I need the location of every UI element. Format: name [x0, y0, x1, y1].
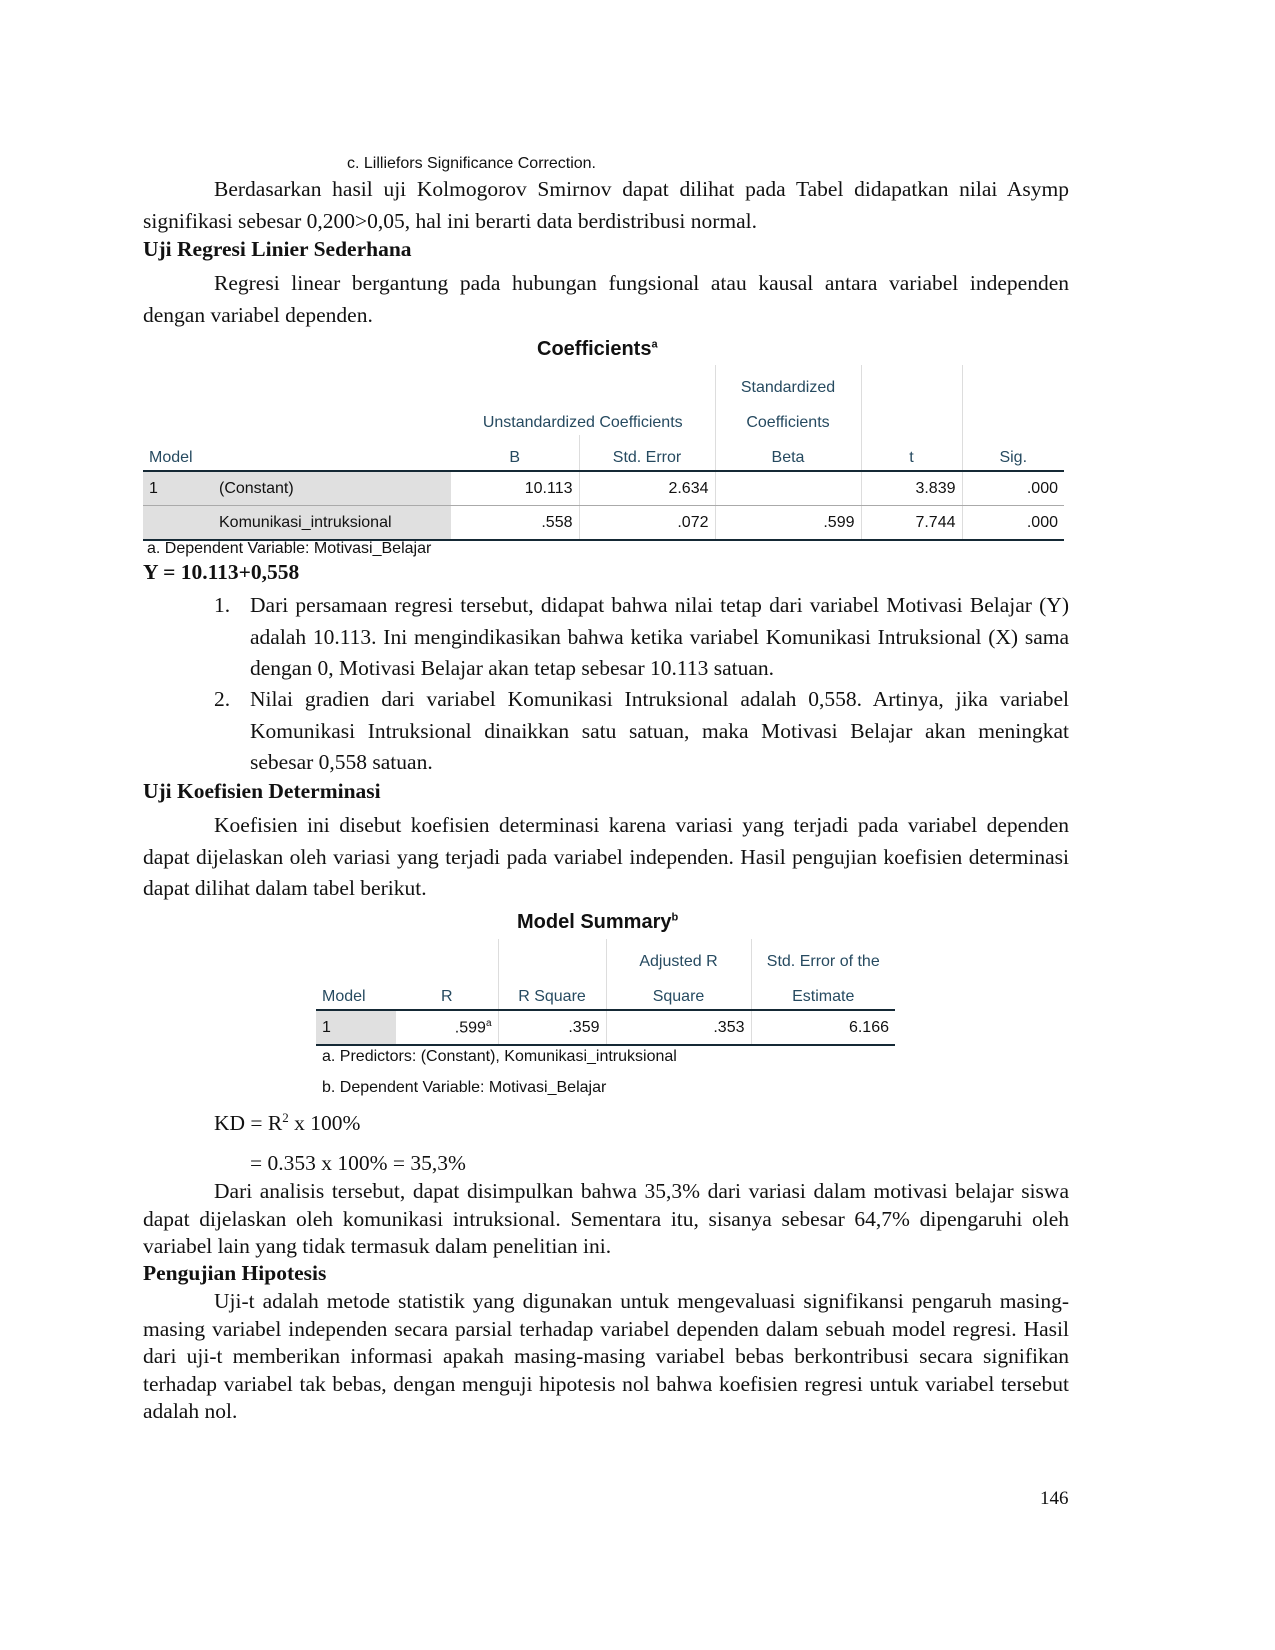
cell-model [143, 505, 213, 541]
page-number: 146 [1040, 1488, 1069, 1509]
regression-equation: Y = 10.113+0,558 [143, 560, 300, 584]
list-text: Nilai gradien dari variabel Komunikasi I… [250, 687, 1069, 774]
cell-model: 1 [316, 1010, 396, 1046]
coefficients-title: Coefficientsa [537, 338, 658, 361]
kd-formula-post: x 100% [288, 1111, 361, 1136]
paragraph-conclusion: Dari analisis tersebut, dapat disimpulka… [143, 1179, 1069, 1258]
header-estimate: Estimate [750, 974, 895, 1011]
list-item: 2. Nilai gradien dari variabel Komunikasi… [214, 684, 1069, 779]
summary-footnote-b: b. Dependent Variable: Motivasi_Belajar [322, 1079, 607, 1096]
coefficients-title-text: Coefficients [537, 338, 652, 360]
header-unstandardized: Unstandardized Coefficients [482, 414, 683, 431]
cell-r-sup: a [485, 1017, 492, 1029]
paragraph-regresi: Regresi linear bergantung pada hubungan … [143, 271, 1069, 327]
paragraph-kolmogorov: Berdasarkan hasil uji Kolmogorov Smirnov… [143, 177, 1069, 233]
cell-std-error: 6.166 [750, 1010, 895, 1046]
cell-name: Komunikasi_intruksional [213, 505, 451, 541]
model-summary-title-text: Model Summary [517, 911, 672, 933]
cell-r-value: .599 [454, 1019, 486, 1037]
table-row: 1 .599a .359 .353 6.166 [316, 1010, 895, 1046]
list-item: 1. Dari persamaan regresi tersebut, didap… [214, 590, 1069, 685]
header-model: Model [316, 974, 396, 1011]
table-row: 1 (Constant) 10.113 2.634 3.839 .000 [143, 471, 1064, 506]
heading-regresi: Uji Regresi Linier Sederhana [143, 237, 412, 261]
cell-r-square: .359 [497, 1010, 606, 1046]
cell-sig: .000 [961, 471, 1064, 506]
kd-formula-pre: KD = R [214, 1111, 283, 1136]
cell-name: (Constant) [213, 471, 451, 506]
coefficients-footnote: a. Dependent Variable: Motivasi_Belajar [147, 540, 432, 557]
header-model: Model [143, 435, 451, 472]
header-sig: Sig. [961, 435, 1064, 472]
summary-footnote-a: a. Predictors: (Constant), Komunikasi_in… [322, 1048, 677, 1065]
header-t: t [860, 435, 962, 472]
coefficients-title-sup: a [651, 338, 658, 351]
cell-se: .072 [578, 505, 715, 541]
cell-beta [714, 471, 861, 506]
kd-result: = 0.353 x 100% = 35,3% [250, 1151, 466, 1175]
header-adjusted: Adjusted R [605, 939, 751, 974]
heading-hipotesis: Pengujian Hipotesis [143, 1261, 327, 1285]
header-beta: Beta [714, 435, 861, 472]
header-b: B [451, 435, 579, 472]
list-number: 2. [214, 687, 231, 711]
kd-formula: KD = R2 x 100% [214, 1110, 360, 1136]
list-number: 1. [214, 593, 231, 617]
kd-formula-sup: 2 [282, 1110, 289, 1125]
list-text: Dari persamaan regresi tersebut, didapat… [250, 593, 1069, 680]
cell-sig: .000 [961, 505, 1064, 541]
header-standardized: Standardized [714, 365, 861, 400]
cell-model: 1 [143, 471, 213, 506]
cell-t: 3.839 [860, 471, 962, 506]
paragraph-determinasi: Koefisien ini disebut koefisien determin… [143, 813, 1069, 900]
model-summary-title-sup: b [671, 911, 679, 924]
header-square: Square [605, 974, 751, 1011]
coefficients-table: Standardized Unstandardized Coefficients… [143, 365, 1064, 541]
table-row: Komunikasi_intruksional .558 .072 .599 7… [143, 505, 1064, 541]
header-std-error: Std. Error [578, 435, 715, 472]
table-footnote-lilliefors: c. Lilliefors Significance Correction. [347, 155, 596, 172]
cell-b: 10.113 [451, 471, 579, 506]
model-summary-title: Model Summaryb [517, 911, 678, 934]
header-r-square: R Square [497, 974, 606, 1011]
cell-se: 2.634 [578, 471, 715, 506]
cell-r: .599a [396, 1010, 498, 1046]
header-r: R [396, 974, 498, 1011]
header-coefficients: Coefficients [714, 400, 861, 435]
cell-adjusted: .353 [605, 1010, 751, 1046]
cell-t: 7.744 [860, 505, 962, 541]
header-std-error-of-the: Std. Error of the [750, 939, 895, 974]
paragraph-hipotesis: Uji-t adalah metode statistik yang digun… [143, 1289, 1069, 1423]
model-summary-table: Adjusted R Std. Error of the Model R R Squa… [316, 939, 895, 1046]
cell-beta: .599 [714, 505, 861, 541]
cell-b: .558 [451, 505, 579, 541]
heading-determinasi: Uji Koefisien Determinasi [143, 779, 381, 803]
